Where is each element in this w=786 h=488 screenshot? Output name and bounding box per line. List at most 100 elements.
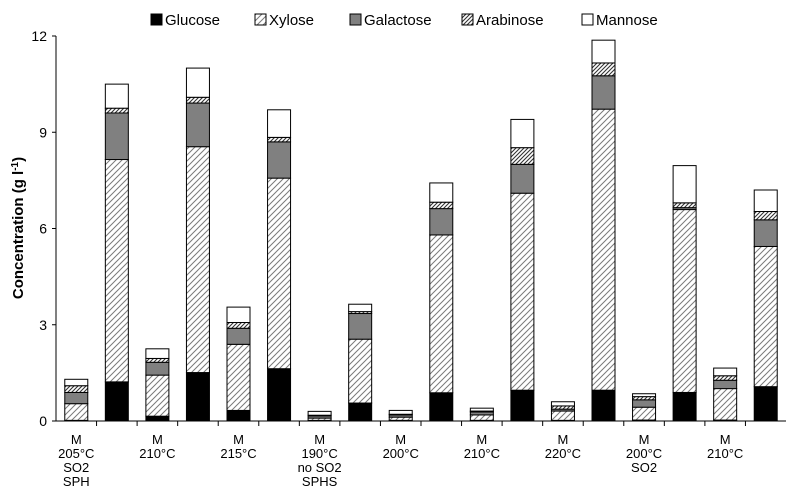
bar-segment-arabinose [104,107,129,114]
bar-segment-xylose [672,209,697,393]
bar-segment-mannose [632,393,657,398]
bar-segment-arabinose [185,96,210,104]
bar-segment-galactose [510,163,535,194]
category-label: M [395,432,406,447]
bar-segment-mannose [267,109,292,138]
bar-17 [713,367,738,422]
bar-segment-mannose [145,348,170,359]
bar-segment-xylose [550,410,575,421]
legend-entry-glucose: Glucose [165,12,220,29]
bar-segment-galactose [429,208,454,236]
bar-segment-xylose [267,177,292,370]
bar-18 [753,189,778,422]
bar-7 [307,410,332,422]
bar-segment-glucose [104,381,129,422]
y-axis-label: Concentration (g l-1) [10,157,27,299]
category-label: M [233,432,244,447]
bar-segment-galactose [713,379,738,390]
legend: Glucose Xylose Galactose Arabinose Mannose [150,12,658,29]
bar-segment-xylose [64,403,89,421]
y-tick-label: 0 [39,413,47,429]
category-label: SO2 [631,460,657,475]
category-label: 210°C [464,446,500,461]
bar-segment-xylose [469,414,494,421]
bar-segment-galactose [145,361,170,376]
legend-entry-mannose: Mannose [596,12,658,29]
category-label: 220°C [545,446,581,461]
bar-segment-xylose [753,245,778,388]
bar-1 [64,378,89,422]
category-label: M [639,432,650,447]
bar-segment-arabinose [226,322,251,329]
category-label: 200°C [626,446,662,461]
bar-segment-arabinose [267,136,292,143]
bar-segment-arabinose [713,375,738,381]
bar-segment-galactose [753,219,778,247]
bar-16 [672,165,697,422]
bar-segment-mannose [510,118,535,149]
bar-6 [267,109,292,422]
legend-swatch-glucose [150,13,163,26]
bar-3 [145,348,170,422]
legend-swatch-xylose [254,13,267,26]
legend-swatch-mannose [581,13,594,26]
category-label: SPHS [302,474,338,488]
bar-segment-mannose [713,367,738,377]
legend-entry-galactose: Galactose [364,12,432,29]
y-tick-label: 6 [39,221,47,237]
bar-segment-glucose [145,415,170,422]
y-tick-label: 12 [31,28,47,44]
bar-segment-glucose [185,372,210,422]
category-label: 200°C [383,446,419,461]
category-label: M [720,432,731,447]
legend-entry-xylose: Xylose [269,12,314,29]
bar-10 [429,182,454,422]
axes: 0 3 6 9 12 [31,28,786,429]
bar-segment-mannose [672,165,697,204]
bar-14 [591,39,616,422]
bar-segment-glucose [226,409,251,422]
bar-segment-mannose [104,83,129,109]
bar-segment-arabinose [753,210,778,221]
legend-entry-arabinose: Arabinose [476,12,544,29]
bar-segment-glucose [267,368,292,422]
bar-segment-glucose [429,392,454,422]
bar-15 [632,393,657,422]
bar-segment-arabinose [591,62,616,77]
bar-segment-glucose [510,389,535,422]
category-label: SPH [63,474,90,488]
bar-segment-mannose [550,401,575,407]
bar-segment-galactose [632,399,657,408]
bar-segment-xylose [104,159,129,383]
bar-segment-galactose [185,102,210,148]
bar-segment-glucose [591,389,616,422]
category-label: M [476,432,487,447]
bar-segment-mannose [388,409,413,415]
bar-segment-arabinose [64,385,89,393]
bar-segment-arabinose [510,147,535,165]
bar-segment-xylose [185,146,210,374]
bar-segment-mannose [753,189,778,212]
bars [64,39,778,422]
bar-4 [185,67,210,422]
category-label: no SO2 [298,460,342,475]
bar-11 [469,407,494,422]
bar-2 [104,83,129,422]
bar-segment-xylose [713,388,738,421]
category-label: M [71,432,82,447]
bar-segment-mannose [469,407,494,412]
y-tick-label: 3 [39,317,47,333]
category-label: M [152,432,163,447]
category-label: 210°C [139,446,175,461]
bar-13 [550,401,575,422]
bar-segment-mannose [591,39,616,64]
bar-segment-galactose [267,141,292,179]
bar-segment-xylose [591,108,616,391]
category-label: SO2 [63,460,89,475]
bar-segment-arabinose [672,202,697,209]
bar-segment-xylose [510,192,535,391]
category-label: 205°C [58,446,94,461]
bar-segment-arabinose [145,357,170,363]
